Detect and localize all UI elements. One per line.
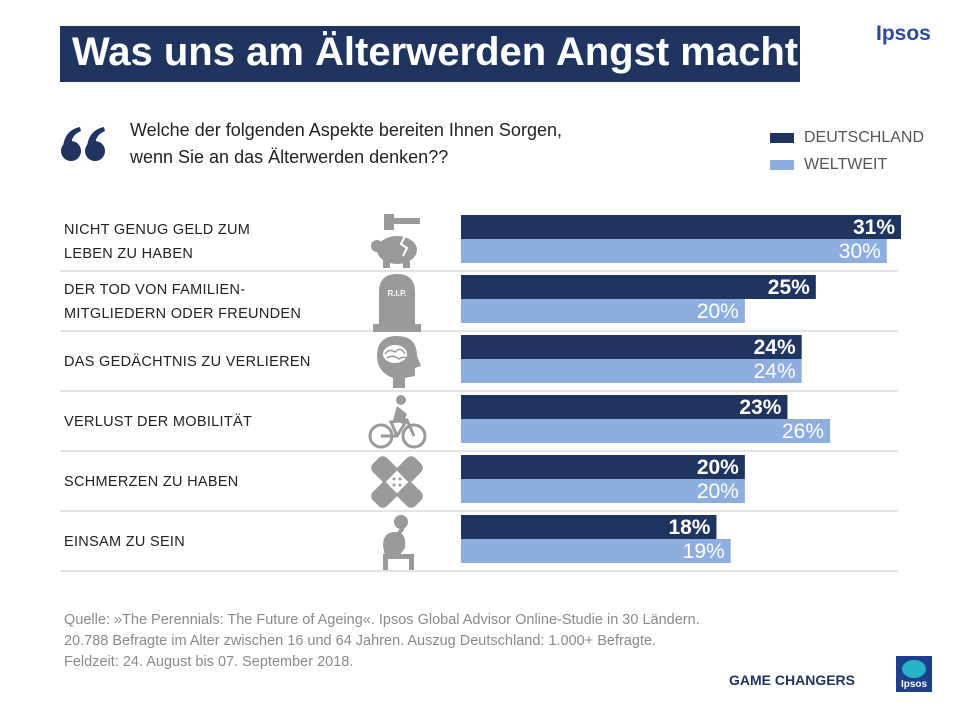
bar-deutschland	[461, 515, 717, 539]
data-label: 20%	[697, 300, 739, 323]
category-label-line: LEBEN ZU HABEN	[64, 246, 194, 262]
data-label: 25%	[768, 276, 810, 299]
source-note: Quelle: »The Perennials: The Future of A…	[64, 610, 884, 673]
logo-bulb	[902, 660, 926, 678]
category-label: EINSAM ZU SEIN	[64, 530, 364, 554]
source-line-3: Feldzeit: 24. August bis 07. September 2…	[64, 654, 354, 670]
survey-question: Welche der folgenden Aspekte bereiten Ih…	[130, 117, 690, 171]
category-label: NICHT GENUG GELD ZUM LEBEN ZU HABEN	[64, 218, 364, 266]
legend-item-weltweit: WELTWEIT	[770, 151, 924, 178]
bar-weltweit	[461, 419, 831, 443]
piggy-bank-hammer-icon	[371, 214, 420, 268]
bandage-icon	[371, 456, 423, 508]
data-label: 20%	[697, 480, 739, 503]
bar-weltweit	[461, 539, 731, 563]
page-title: Was uns am Älterwerden Angst macht	[72, 30, 799, 74]
category-label-line: DER TOD VON FAMILIEN-	[64, 282, 246, 298]
bar-deutschland	[461, 215, 901, 239]
category-label-line: SCHMERZEN ZU HABEN	[64, 474, 239, 490]
legend-item-deutschland: DEUTSCHLAND	[770, 124, 924, 151]
data-label: 18%	[668, 516, 710, 539]
ipsos-logo: Ipsos	[896, 656, 932, 692]
data-label: 23%	[739, 396, 781, 419]
category-label: DAS GEDÄCHTNIS ZU VERLIEREN	[64, 350, 364, 374]
cyclist-icon	[368, 395, 427, 449]
game-changers-tagline: GAME CHANGERS	[729, 672, 856, 688]
question-line-2: wenn Sie an das Älterwerden denken??	[130, 147, 449, 167]
category-label: VERLUST DER MOBILITÄT	[64, 410, 364, 434]
legend-label-deutschland: DEUTSCHLAND	[804, 128, 925, 146]
data-label: 19%	[683, 540, 725, 563]
sad-person-icon	[383, 515, 414, 570]
category-label-line: NICHT GENUG GELD ZUM	[64, 222, 251, 238]
data-label: 20%	[697, 456, 739, 479]
category-label-line: MITGLIEDERN ODER FREUNDEN	[64, 306, 302, 322]
bar-deutschland	[461, 395, 788, 419]
legend-label-weltweit: WELTWEIT	[804, 155, 888, 173]
category-label: SCHMERZEN ZU HABEN	[64, 470, 364, 494]
brand-name: Ipsos	[876, 22, 931, 45]
category-label-line: DAS GEDÄCHTNIS ZU VERLIEREN	[64, 354, 311, 370]
bar-weltweit	[461, 239, 887, 263]
gravestone-rip-icon: R.I.P.	[373, 274, 421, 332]
quote-icon	[61, 127, 105, 161]
data-label: 24%	[754, 336, 796, 359]
legend-swatch-weltweit	[770, 159, 794, 170]
category-label-line: EINSAM ZU SEIN	[64, 534, 186, 550]
chart-legend: DEUTSCHLAND WELTWEIT	[770, 124, 924, 178]
svg-text:R.I.P.: R.I.P.	[388, 289, 407, 298]
bar-deutschland	[461, 455, 745, 479]
title-banner: Was uns am Älterwerden Angst macht	[60, 26, 800, 82]
category-label-line: VERLUST DER MOBILITÄT	[64, 414, 253, 430]
data-label: 30%	[839, 240, 881, 263]
data-label: 26%	[782, 420, 824, 443]
bar-deutschland	[461, 335, 802, 359]
source-line-1: Quelle: »The Perennials: The Future of A…	[64, 612, 700, 628]
legend-swatch-deutschland	[770, 132, 794, 143]
data-label: 31%	[853, 216, 895, 239]
category-label: DER TOD VON FAMILIEN- MITGLIEDERN ODER FR…	[64, 278, 364, 326]
data-label: 24%	[754, 360, 796, 383]
bar-weltweit	[461, 479, 745, 503]
bar-deutschland	[461, 275, 816, 299]
source-line-2: 20.788 Befragte im Alter zwischen 16 und…	[64, 633, 657, 649]
head-brain-icon	[377, 336, 421, 388]
logo-text: Ipsos	[900, 679, 928, 690]
question-line-1: Welche der folgenden Aspekte bereiten Ih…	[130, 120, 562, 140]
bar-weltweit	[461, 299, 745, 323]
bar-weltweit	[461, 359, 802, 383]
